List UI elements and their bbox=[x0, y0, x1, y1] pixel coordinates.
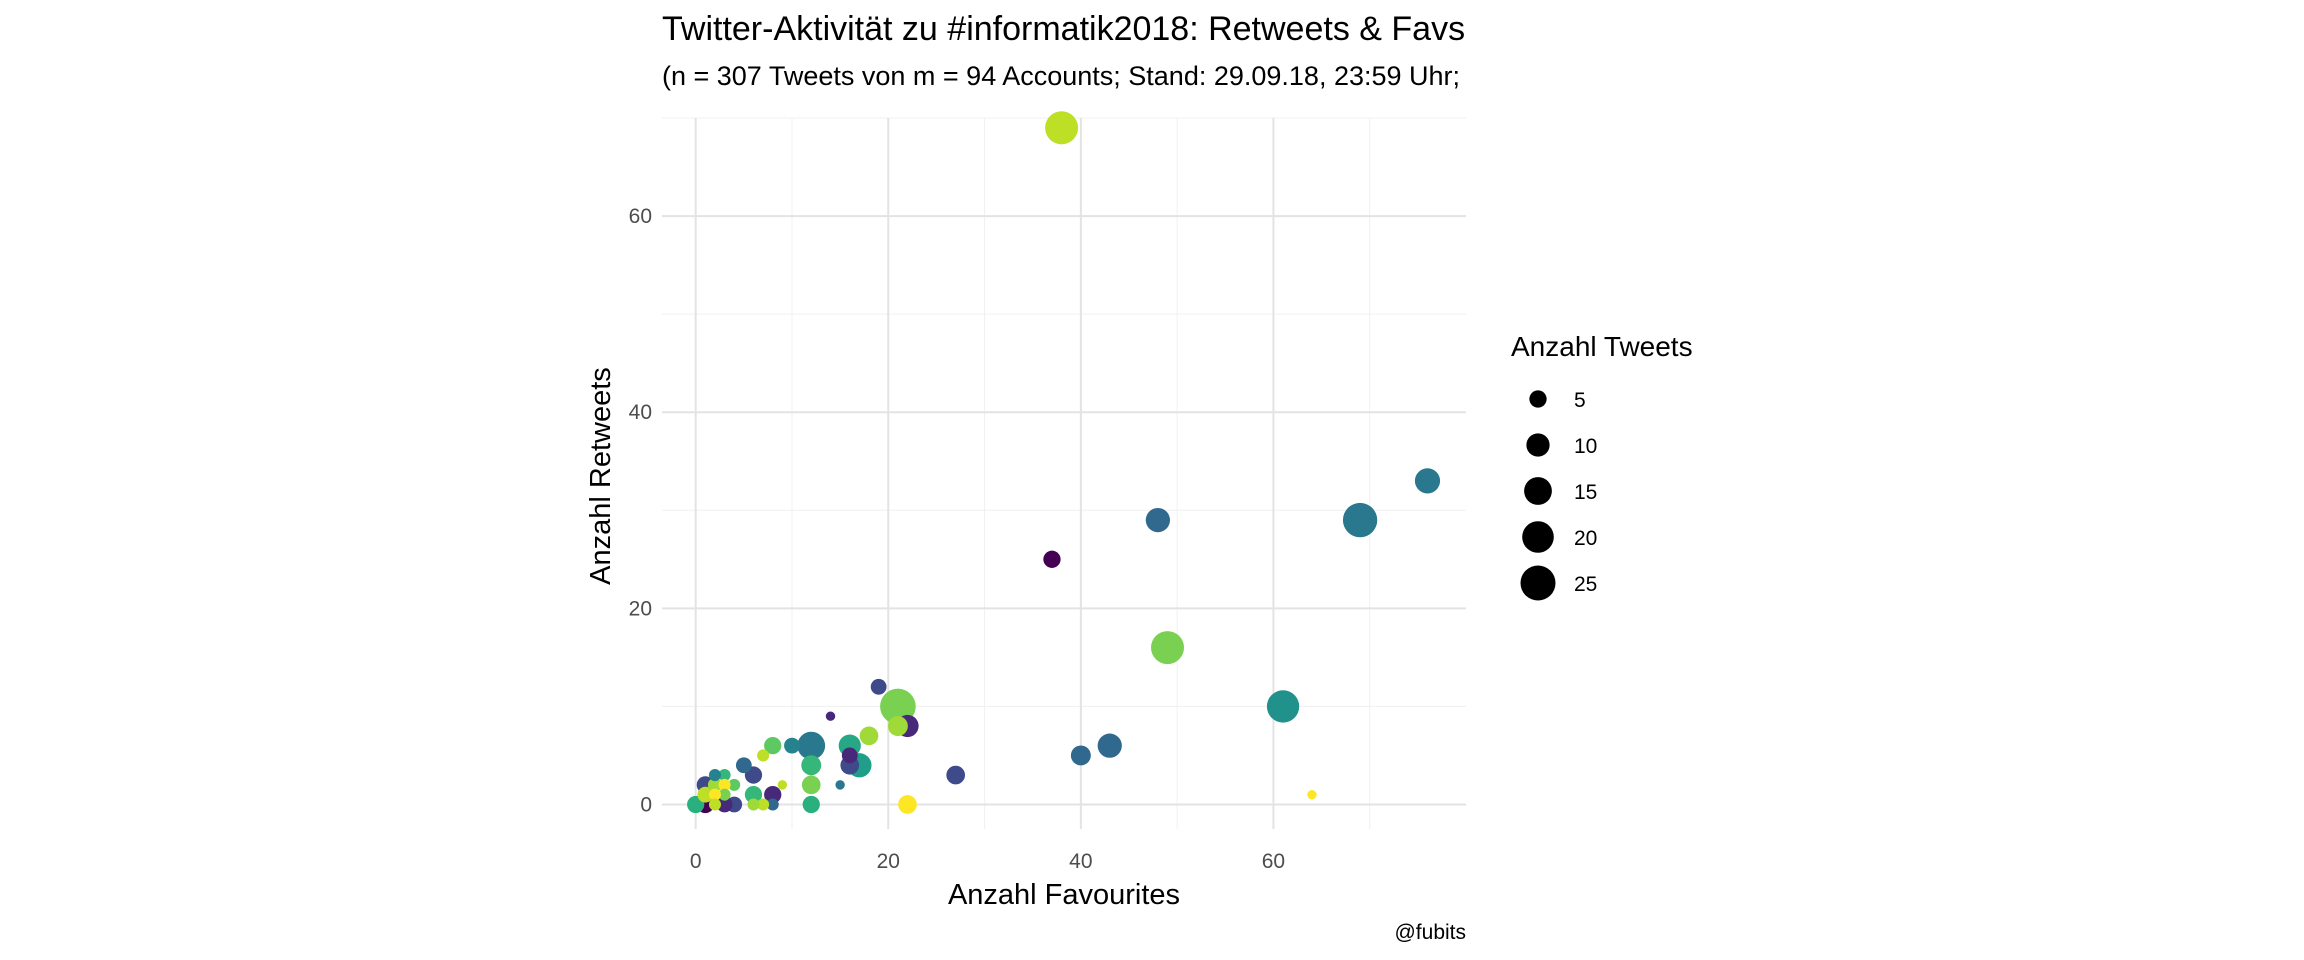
data-point bbox=[766, 798, 779, 811]
data-point bbox=[757, 749, 770, 762]
data-point bbox=[777, 780, 788, 790]
data-point bbox=[1307, 789, 1317, 800]
data-point bbox=[757, 798, 770, 811]
data-point bbox=[802, 795, 820, 814]
data-point bbox=[764, 736, 782, 755]
legend-key bbox=[1524, 477, 1552, 505]
legend-label: 10 bbox=[1574, 435, 1597, 458]
caption: @fubits bbox=[1394, 921, 1466, 944]
x-axis-title: Anzahl Favourites bbox=[948, 879, 1180, 911]
y-axis-title: Anzahl Retweets bbox=[585, 367, 617, 585]
data-point bbox=[841, 747, 858, 764]
legend-items: 5 10 15 20 25 bbox=[1520, 389, 1597, 601]
y-tick-label: 40 bbox=[629, 401, 652, 424]
size-legend: Anzahl Tweets 5 10 15 20 25 bbox=[1511, 331, 1693, 601]
data-point bbox=[747, 798, 760, 811]
data-point bbox=[707, 777, 723, 792]
data-point bbox=[708, 788, 721, 801]
data-point bbox=[870, 678, 887, 695]
data-point bbox=[716, 796, 733, 813]
y-tick-label: 0 bbox=[640, 793, 652, 816]
data-point bbox=[898, 795, 917, 814]
legend-label: 20 bbox=[1574, 527, 1597, 550]
x-tick-label: 20 bbox=[877, 850, 900, 873]
x-tick-label: 0 bbox=[690, 850, 702, 873]
data-point bbox=[718, 778, 731, 791]
data-point bbox=[735, 757, 752, 774]
data-point bbox=[697, 786, 714, 803]
data-point bbox=[1414, 468, 1441, 494]
data-point bbox=[744, 786, 763, 804]
data-point bbox=[1150, 631, 1185, 665]
chart-title: Twitter-Aktivität zu #informatik2018: Re… bbox=[662, 10, 1465, 48]
axis-ticks: 0 20 40 60 0 20 40 60 bbox=[629, 205, 1285, 873]
data-point bbox=[946, 765, 966, 785]
data-point bbox=[1342, 502, 1378, 538]
x-tick-label: 40 bbox=[1069, 850, 1092, 873]
data-points bbox=[687, 111, 1441, 814]
data-point bbox=[718, 769, 731, 782]
data-point bbox=[1070, 745, 1091, 766]
data-point bbox=[797, 731, 826, 760]
legend-title: Anzahl Tweets bbox=[1511, 331, 1693, 362]
data-point bbox=[764, 786, 782, 804]
x-tick-label: 60 bbox=[1262, 850, 1285, 873]
data-point bbox=[1045, 111, 1079, 145]
data-point bbox=[835, 780, 845, 790]
data-point bbox=[708, 769, 721, 782]
data-point bbox=[1266, 690, 1300, 723]
data-point bbox=[1145, 507, 1170, 533]
legend-label: 5 bbox=[1574, 389, 1586, 412]
legend-key bbox=[1520, 565, 1556, 601]
data-point bbox=[708, 798, 721, 811]
y-tick-label: 60 bbox=[629, 205, 652, 228]
data-point bbox=[859, 726, 879, 746]
chart-subtitle: (n = 307 Tweets von m = 94 Accounts; Sta… bbox=[662, 61, 1460, 91]
legend-key bbox=[1529, 390, 1547, 408]
legend-label: 25 bbox=[1574, 573, 1597, 596]
grid bbox=[662, 117, 1466, 829]
legend-label: 15 bbox=[1574, 481, 1597, 504]
data-point bbox=[801, 755, 822, 776]
legend-key bbox=[1526, 433, 1550, 457]
data-point bbox=[887, 716, 908, 736]
data-point bbox=[801, 775, 821, 795]
data-point bbox=[718, 788, 731, 801]
data-point bbox=[1043, 550, 1061, 568]
legend-key bbox=[1522, 521, 1554, 553]
data-point bbox=[728, 778, 741, 791]
data-point bbox=[784, 737, 800, 754]
y-tick-label: 20 bbox=[629, 597, 652, 620]
data-point bbox=[825, 711, 836, 721]
data-point bbox=[1097, 733, 1122, 758]
